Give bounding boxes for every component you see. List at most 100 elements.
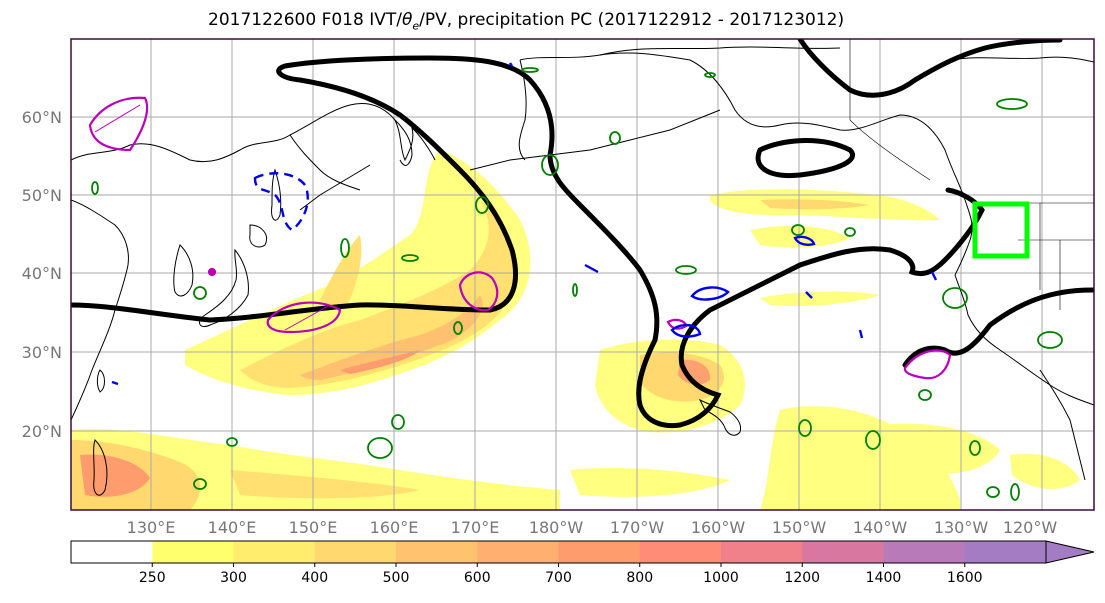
ivt-central-core [678, 359, 711, 385]
lat-label: 20°N [22, 422, 62, 441]
lat-label: 60°N [22, 108, 62, 127]
coast-korea [173, 244, 194, 297]
lon-label: 160°E [370, 518, 419, 537]
coast-aleutians [469, 109, 721, 171]
colorbar-tick-label: 700 [545, 570, 572, 586]
coast-okhotsk [289, 134, 361, 191]
coast-taiwan [96, 369, 105, 393]
lat-labels: 60°N 50°N 40°N 30°N 20°N [22, 108, 62, 441]
coast-canada-arctic [949, 56, 1094, 63]
colorbar-segment [152, 541, 234, 563]
coast-hawaii [698, 398, 741, 436]
coast-philippines [93, 439, 108, 496]
ivt-sw-mid [230, 470, 420, 499]
coast-kamchatka [394, 119, 413, 166]
map-frame [70, 38, 1095, 511]
blue-contours [111, 62, 938, 386]
lon-label: 130°W [934, 518, 989, 537]
coast-kuriles [299, 164, 371, 211]
magenta-japan-east [266, 301, 342, 334]
ivt-se-blob-2 [878, 423, 1000, 474]
lon-label: 180°W [529, 518, 584, 537]
blue-small-2 [805, 291, 813, 299]
lat-label: 40°N [22, 264, 62, 283]
lon-label: 160°W [691, 518, 746, 537]
coast-bc [954, 199, 973, 276]
colorbar-segment [964, 541, 1047, 563]
colorbar-segment [721, 541, 803, 563]
colorbar-segment [802, 541, 884, 563]
colorbar-tick-label: 250 [139, 570, 166, 586]
colorbar-segment [639, 541, 722, 563]
borders [849, 39, 1094, 310]
colorbar-segment [71, 541, 153, 563]
colorbar-tick-label: 600 [464, 570, 491, 586]
blue-central [690, 286, 730, 301]
coast-china [71, 199, 129, 421]
ivt-ne-low [760, 291, 880, 307]
blue-small-1 [584, 263, 599, 274]
colorbar-tick-label: 1000 [703, 570, 739, 586]
graticule [71, 39, 1094, 510]
ivt-ne-top-2 [760, 199, 870, 210]
coast-japan [199, 248, 249, 328]
pv-contour-west [71, 55, 985, 429]
colorbar-segment [396, 541, 478, 563]
lon-label: 120°W [1003, 518, 1058, 537]
coast-asia [71, 103, 436, 163]
ivt-s-central [570, 468, 730, 497]
pv-contour-northeast [797, 39, 1063, 98]
magenta-dateline [458, 271, 499, 312]
colorbar-tick-label: 1600 [947, 570, 983, 586]
pv-contour-northern-loop [755, 138, 855, 179]
lon-label: 140°E [208, 518, 257, 537]
colorbar-tick-label: 1200 [784, 570, 820, 586]
colorbar-segment [477, 541, 559, 563]
colorbar-tick-label: 800 [626, 570, 653, 586]
lon-label: 170°E [451, 518, 500, 537]
title-text: 2017122600 F018 IVT/θe/PV, precipitation… [208, 10, 845, 33]
theta-e-contours [91, 67, 1063, 501]
lon-label: 150°W [772, 518, 827, 537]
blue-dot [509, 62, 513, 67]
ivt-band-west-core [340, 350, 420, 374]
pv-contours [71, 39, 1094, 429]
blue-ne [793, 235, 816, 246]
colorbar-tick-label: 1400 [866, 570, 902, 586]
lon-label: 130°E [127, 518, 176, 537]
coast-alaska [519, 52, 966, 201]
map-title: 2017122600 F018 IVT/θe/PV, precipitation… [0, 0, 1105, 36]
colorbar-segment [233, 541, 316, 563]
lat-label: 50°N [22, 186, 62, 205]
blue-small-3 [858, 329, 864, 339]
coast-hokkaido [249, 224, 267, 248]
colorbar-segment [883, 541, 966, 563]
colorbar-extend-arrow [1045, 540, 1095, 564]
magenta-east [903, 349, 952, 380]
pv-contour-east [902, 287, 1094, 368]
coast-baja [1039, 369, 1086, 481]
lat-label: 30°N [22, 343, 62, 362]
magenta-kamchatka [88, 96, 149, 152]
ivt-se-blob-3 [1010, 453, 1080, 490]
blue-small-4 [930, 271, 938, 281]
coast-sakhalin [271, 168, 282, 221]
colorbar: 250 300 400 500 600 700 800 1000 1200 1400 1600 [70, 540, 1095, 586]
ivt-sw-core [80, 454, 150, 497]
coast-arctic [599, 46, 841, 56]
target-region-box [972, 201, 1030, 259]
blue-okhotsk-dashed [253, 172, 309, 232]
lon-labels: 130°E 140°E 150°E 160°E 170°E 180°W 170°… [127, 518, 1058, 537]
blue-dot-2 [111, 380, 119, 386]
colorbar-segment [558, 541, 641, 563]
colorbar-tick-label: 500 [383, 570, 410, 586]
colorbar-segment [314, 541, 397, 563]
ivt-band-west-3 [300, 295, 483, 380]
blue-central-2 [670, 323, 702, 338]
lon-label: 170°W [610, 518, 665, 537]
lon-label: 140°W [853, 518, 908, 537]
colorbar-tick-label: 300 [220, 570, 247, 586]
lon-label: 150°E [289, 518, 338, 537]
colorbar-tick-label: 400 [301, 570, 328, 586]
